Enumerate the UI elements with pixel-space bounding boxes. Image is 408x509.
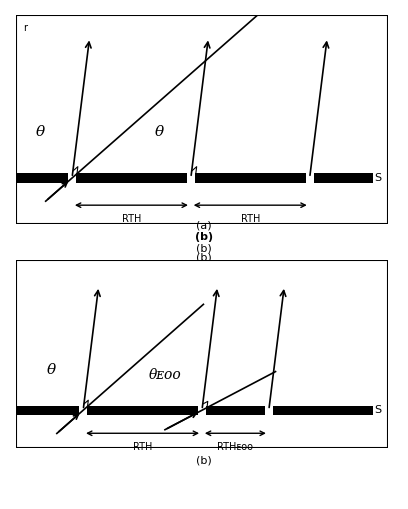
Text: r: r — [23, 23, 27, 33]
Text: θ: θ — [155, 125, 164, 139]
Text: (b): (b) — [196, 455, 212, 465]
Bar — [16, 406, 79, 415]
Text: RTHᴇᴏᴏ: RTHᴇᴏᴏ — [217, 442, 253, 451]
Bar — [87, 406, 198, 415]
Text: θ: θ — [47, 363, 56, 378]
Bar — [76, 174, 187, 183]
Text: θ: θ — [36, 125, 45, 139]
Text: θᴇᴏᴏ: θᴇᴏᴏ — [149, 367, 181, 382]
Bar — [195, 174, 306, 183]
Bar — [206, 406, 265, 415]
Text: RTH: RTH — [122, 214, 141, 224]
Bar — [273, 406, 373, 415]
Text: (b): (b) — [195, 233, 213, 242]
Text: (b): (b) — [196, 253, 212, 263]
Text: (a): (a) — [196, 220, 212, 231]
Bar — [16, 174, 68, 183]
Text: S: S — [375, 405, 382, 415]
Bar — [314, 174, 373, 183]
Text: RTH: RTH — [133, 442, 152, 451]
Text: (b): (b) — [196, 243, 212, 253]
Text: S: S — [375, 173, 382, 183]
Text: RTH: RTH — [241, 214, 260, 224]
